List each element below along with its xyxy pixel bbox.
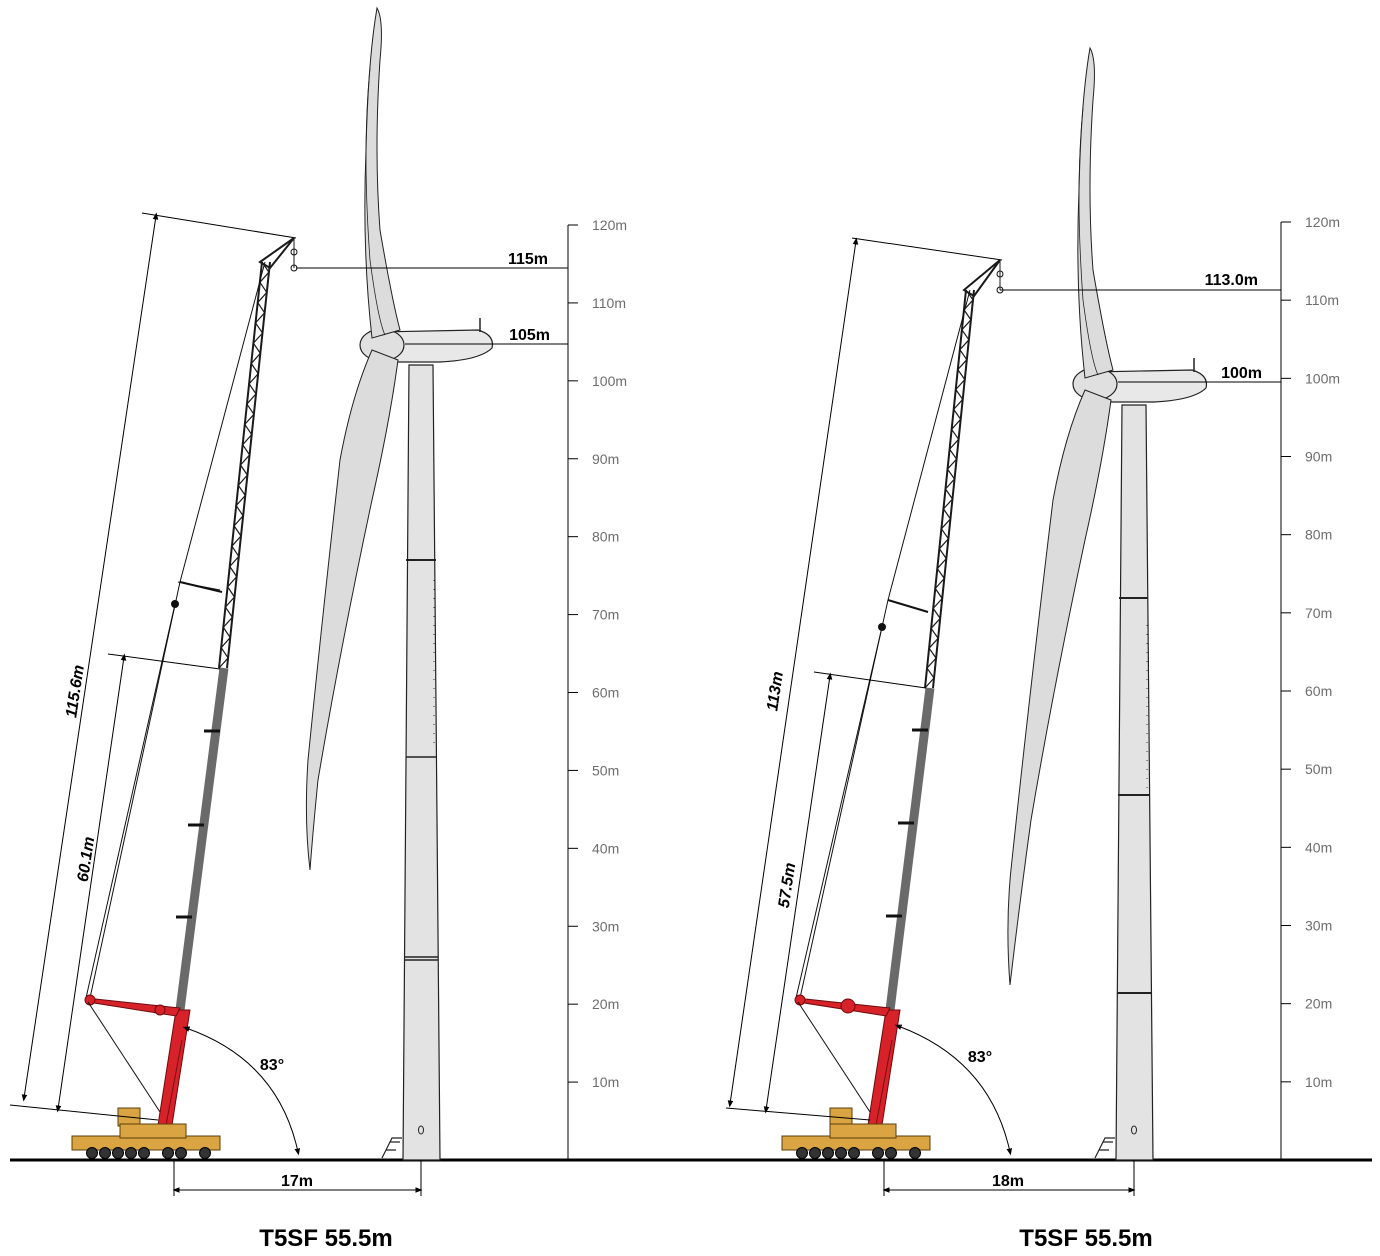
left-caption: T5SF 55.5m <box>259 1225 392 1252</box>
left-hub-height-label: 105m <box>509 327 550 344</box>
left-radius-label: 17m <box>281 1173 313 1190</box>
right-scale-label: 90m <box>1305 449 1332 465</box>
right-lattice-jib <box>924 289 975 689</box>
right-scale-label: 40m <box>1305 839 1332 855</box>
left-blade-up <box>364 6 401 339</box>
right-panel: 10m20m30m40m50m60m70m80m90m100m110m120m … <box>725 46 1340 1252</box>
left-panel: 10m 20m 30m 40m 50m 60m 70m 80m 90m 100m 110m 120m <box>9 6 627 1252</box>
left-scale-label: 80m <box>592 529 619 545</box>
right-radius-label: 18m <box>992 1173 1024 1190</box>
wheel <box>199 1147 211 1159</box>
right-carrier <box>781 1107 931 1159</box>
left-scale-label: 40m <box>592 840 619 856</box>
wheel <box>162 1147 174 1159</box>
left-height-scale: 10m 20m 30m 40m 50m 60m 70m 80m 90m 100m 110m 120m <box>567 217 627 1160</box>
right-blade-down <box>1007 389 1112 986</box>
right-scale-label: 20m <box>1305 996 1332 1012</box>
right-boom-length-label: 113m <box>764 670 787 712</box>
wheel <box>822 1147 834 1159</box>
left-superlift-arm <box>85 997 181 1017</box>
wheel <box>112 1147 124 1159</box>
left-nacelle <box>377 329 494 363</box>
left-scale-label: 10m <box>592 1074 619 1090</box>
right-main-boom-label: 57.5m <box>776 862 800 909</box>
right-hub-height-label: 100m <box>1221 365 1262 382</box>
right-scale-label: 100m <box>1305 370 1340 386</box>
wheel <box>909 1147 921 1159</box>
right-scale-label: 120m <box>1305 214 1340 230</box>
right-scale-label: 80m <box>1305 527 1332 543</box>
right-scale-label: 30m <box>1305 918 1332 934</box>
right-hook-height-label: 113.0m <box>1205 272 1258 289</box>
left-carrier <box>71 1107 221 1159</box>
right-scale-label: 10m <box>1305 1074 1332 1090</box>
left-hook-height-label: 115m <box>508 251 548 268</box>
left-scale-label: 30m <box>592 918 619 934</box>
left-main-boom-dim <box>55 653 127 1113</box>
wheel <box>796 1147 808 1159</box>
left-scale-label: 100m <box>592 373 627 389</box>
right-scale-label: 50m <box>1305 761 1332 777</box>
right-scale-label: 110m <box>1305 292 1339 308</box>
right-caption: T5SF 55.5m <box>1019 1225 1152 1252</box>
right-tower-door <box>1131 1125 1137 1135</box>
wheel <box>848 1147 860 1159</box>
right-main-boom <box>885 687 935 1011</box>
wheel <box>885 1147 897 1159</box>
right-wind-turbine <box>1007 46 1208 1161</box>
right-scale-label: 70m <box>1305 605 1332 621</box>
left-scale-label: 20m <box>592 996 619 1012</box>
right-boom-length-dim <box>727 237 859 1108</box>
right-base-boom <box>867 1009 901 1126</box>
left-scale-label: 90m <box>592 451 619 467</box>
left-base-boom <box>157 1009 191 1126</box>
right-angle-arc <box>894 1024 1012 1156</box>
left-scale-label: 60m <box>592 685 619 701</box>
right-angle-label: 83° <box>968 1049 992 1066</box>
left-blade-down <box>305 349 399 871</box>
left-wind-turbine <box>305 6 494 1161</box>
left-main-boom <box>175 667 229 1011</box>
right-nacelle <box>1090 369 1208 403</box>
left-tower-door <box>418 1125 424 1135</box>
wheel <box>872 1147 884 1159</box>
wheel <box>138 1147 150 1159</box>
left-angle-arc <box>182 1026 300 1156</box>
left-tower <box>402 364 441 1161</box>
right-tower <box>1115 404 1154 1161</box>
left-main-boom-label: 60.1m <box>75 836 99 883</box>
left-boom-length-dim <box>21 212 159 1102</box>
wheel <box>99 1147 111 1159</box>
left-scale-label: 70m <box>592 607 619 623</box>
right-scale-label: 60m <box>1305 683 1332 699</box>
right-main-boom-dim <box>763 672 833 1114</box>
right-crane <box>781 259 1004 1159</box>
left-angle-label: 83° <box>260 1057 284 1074</box>
wheel <box>835 1147 847 1159</box>
left-boom-length-label: 115.6m <box>63 664 88 719</box>
left-scale-label: 50m <box>592 762 619 778</box>
wheel <box>86 1147 98 1159</box>
left-lattice-jib <box>218 261 271 669</box>
right-blade-up <box>1077 46 1114 379</box>
wheel <box>125 1147 137 1159</box>
left-scale-label: 120m <box>592 217 627 233</box>
wheel <box>175 1147 187 1159</box>
left-scale-label: 110m <box>592 295 626 311</box>
right-height-scale: 10m 20m 30m 40m 50m 60m 70m 80m 90m 100m 110m 120m <box>1280 214 1340 1160</box>
left-crane <box>71 237 298 1159</box>
wheel <box>809 1147 821 1159</box>
